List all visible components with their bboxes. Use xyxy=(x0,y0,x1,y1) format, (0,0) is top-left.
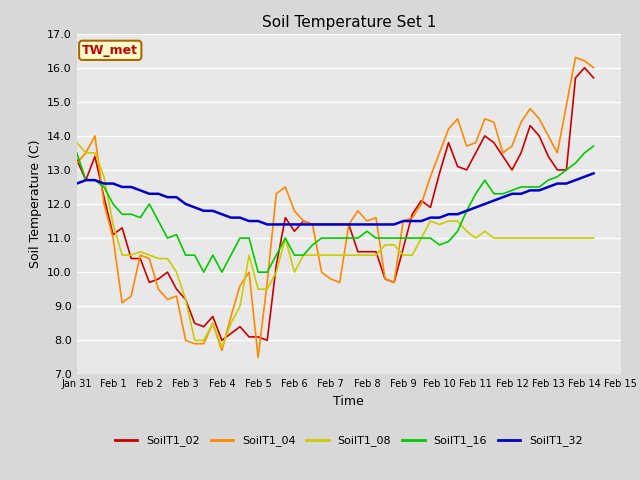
X-axis label: Time: Time xyxy=(333,395,364,408)
SoilT1_04 xyxy=(463,143,470,149)
SoilT1_16 xyxy=(209,252,216,258)
SoilT1_02 xyxy=(218,337,226,343)
SoilT1_16 xyxy=(517,184,525,190)
SoilT1_32 xyxy=(200,208,207,214)
Text: TW_met: TW_met xyxy=(82,44,138,57)
SoilT1_32 xyxy=(517,191,525,197)
SoilT1_16 xyxy=(191,252,198,258)
SoilT1_04 xyxy=(191,341,198,347)
SoilT1_08 xyxy=(73,140,81,145)
Title: Soil Temperature Set 1: Soil Temperature Set 1 xyxy=(262,15,436,30)
SoilT1_04 xyxy=(563,102,570,108)
SoilT1_08 xyxy=(191,337,198,343)
SoilT1_16 xyxy=(572,160,579,166)
Line: SoilT1_16: SoilT1_16 xyxy=(77,146,593,272)
SoilT1_04 xyxy=(254,354,262,360)
SoilT1_32 xyxy=(589,170,597,176)
SoilT1_02 xyxy=(426,204,434,210)
SoilT1_16 xyxy=(463,208,470,214)
SoilT1_04 xyxy=(517,120,525,125)
SoilT1_02 xyxy=(563,167,570,173)
SoilT1_08 xyxy=(589,235,597,241)
SoilT1_16 xyxy=(73,150,81,156)
SoilT1_08 xyxy=(200,337,207,343)
Legend: SoilT1_02, SoilT1_04, SoilT1_08, SoilT1_16, SoilT1_32: SoilT1_02, SoilT1_04, SoilT1_08, SoilT1_… xyxy=(110,431,588,451)
SoilT1_32 xyxy=(264,222,271,228)
SoilT1_08 xyxy=(218,344,226,350)
SoilT1_08 xyxy=(463,228,470,234)
SoilT1_16 xyxy=(200,269,207,275)
SoilT1_02 xyxy=(517,150,525,156)
SoilT1_04 xyxy=(572,55,579,60)
SoilT1_08 xyxy=(572,235,579,241)
SoilT1_04 xyxy=(73,160,81,166)
Y-axis label: Soil Temperature (C): Soil Temperature (C) xyxy=(29,140,42,268)
SoilT1_02 xyxy=(200,324,207,330)
SoilT1_32 xyxy=(191,204,198,210)
SoilT1_32 xyxy=(572,177,579,183)
SoilT1_32 xyxy=(73,180,81,186)
Line: SoilT1_32: SoilT1_32 xyxy=(77,173,593,225)
SoilT1_04 xyxy=(589,65,597,71)
Line: SoilT1_08: SoilT1_08 xyxy=(77,143,593,347)
SoilT1_32 xyxy=(426,215,434,220)
SoilT1_04 xyxy=(200,341,207,347)
Line: SoilT1_02: SoilT1_02 xyxy=(77,68,593,340)
SoilT1_02 xyxy=(589,75,597,81)
SoilT1_02 xyxy=(191,321,198,326)
SoilT1_08 xyxy=(426,218,434,224)
SoilT1_32 xyxy=(463,208,470,214)
SoilT1_16 xyxy=(426,235,434,241)
SoilT1_02 xyxy=(73,157,81,163)
SoilT1_04 xyxy=(426,174,434,180)
Line: SoilT1_04: SoilT1_04 xyxy=(77,58,593,357)
SoilT1_16 xyxy=(589,143,597,149)
SoilT1_08 xyxy=(517,235,525,241)
SoilT1_02 xyxy=(463,167,470,173)
SoilT1_02 xyxy=(580,65,588,71)
